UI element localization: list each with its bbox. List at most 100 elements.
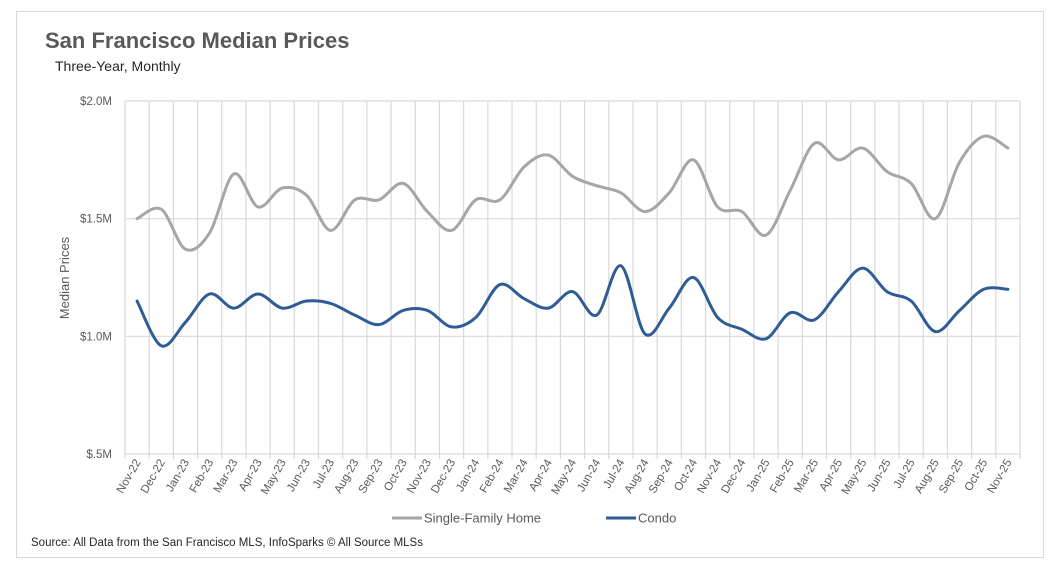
legend-item-condo: Condo bbox=[606, 511, 676, 526]
data-point bbox=[885, 170, 888, 173]
data-point bbox=[1006, 147, 1009, 150]
data-point bbox=[498, 283, 501, 286]
data-point bbox=[716, 205, 719, 208]
data-point bbox=[136, 217, 139, 220]
data-point bbox=[595, 314, 598, 317]
legend-item-single-family-home: Single-Family Home bbox=[392, 511, 541, 526]
data-point bbox=[523, 165, 526, 168]
data-point bbox=[982, 288, 985, 291]
data-point bbox=[281, 187, 284, 190]
data-point bbox=[885, 290, 888, 293]
x-tick-label: Jul-25 bbox=[892, 458, 918, 491]
data-point bbox=[547, 307, 550, 310]
data-point bbox=[329, 302, 332, 305]
data-point bbox=[837, 290, 840, 293]
data-point bbox=[305, 194, 308, 197]
data-point bbox=[377, 323, 380, 326]
data-point bbox=[402, 182, 405, 185]
data-point bbox=[861, 147, 864, 150]
data-point bbox=[740, 210, 743, 213]
data-point bbox=[619, 264, 622, 267]
data-point bbox=[910, 182, 913, 185]
gridlines bbox=[124, 100, 1021, 459]
data-point bbox=[232, 172, 235, 175]
data-point bbox=[765, 337, 768, 340]
data-point bbox=[765, 234, 768, 237]
x-tick-label: Dec-23 bbox=[429, 458, 458, 496]
data-point bbox=[426, 210, 429, 213]
data-point bbox=[644, 332, 647, 335]
data-point bbox=[619, 191, 622, 194]
chart-subtitle: Three-Year, Monthly bbox=[55, 58, 181, 74]
data-point bbox=[523, 297, 526, 300]
data-point bbox=[208, 292, 211, 295]
data-point bbox=[982, 135, 985, 138]
data-point bbox=[668, 191, 671, 194]
data-point bbox=[184, 321, 187, 324]
data-point bbox=[740, 328, 743, 331]
x-tick-label: Jul-24 bbox=[601, 457, 627, 491]
x-tick-label: Mar-24 bbox=[502, 457, 531, 495]
x-tick-label: Jun-23 bbox=[285, 458, 313, 494]
data-point bbox=[377, 198, 380, 201]
data-point bbox=[208, 231, 211, 234]
y-tick-label: $1.5M bbox=[80, 214, 112, 226]
data-point bbox=[474, 316, 477, 319]
x-tick-label: Sep-25 bbox=[937, 458, 966, 496]
data-point bbox=[571, 175, 574, 178]
x-tick-label: Jun-25 bbox=[866, 458, 894, 494]
data-point bbox=[353, 314, 356, 317]
data-point bbox=[305, 300, 308, 303]
data-point bbox=[136, 300, 139, 303]
x-tick-label: Nov-25 bbox=[986, 458, 1015, 496]
x-tick-label: Sep-24 bbox=[647, 457, 676, 496]
data-point bbox=[934, 217, 937, 220]
data-point bbox=[281, 307, 284, 310]
data-point bbox=[257, 292, 260, 295]
data-point bbox=[232, 307, 235, 310]
data-point bbox=[160, 344, 163, 347]
legend-label: Single-Family Home bbox=[424, 511, 541, 526]
legend: Single-Family Home Condo bbox=[392, 511, 676, 526]
series-line-single-family-home bbox=[135, 134, 1010, 252]
chart-card bbox=[16, 11, 1044, 558]
data-point bbox=[353, 198, 356, 201]
data-point bbox=[450, 325, 453, 328]
data-point bbox=[426, 309, 429, 312]
y-tick-label: $.5M bbox=[86, 449, 112, 461]
data-point bbox=[789, 311, 792, 314]
data-point bbox=[692, 158, 695, 161]
data-point bbox=[498, 198, 501, 201]
data-point bbox=[716, 316, 719, 319]
data-point bbox=[184, 248, 187, 251]
series-line-condo bbox=[135, 264, 1010, 348]
y-axis-label: Median Prices bbox=[57, 236, 72, 319]
data-point bbox=[692, 276, 695, 279]
data-point bbox=[257, 205, 260, 208]
y-tick-label: $1.0M bbox=[80, 331, 112, 343]
data-point bbox=[910, 300, 913, 303]
data-point bbox=[813, 142, 816, 145]
x-tick-label: Mar-25 bbox=[792, 458, 821, 496]
data-point bbox=[861, 267, 864, 270]
x-tick-label: Jul-23 bbox=[311, 458, 337, 491]
data-point bbox=[668, 307, 671, 310]
legend-label: Condo bbox=[638, 511, 676, 526]
x-tick-label: Mar-23 bbox=[212, 458, 241, 496]
y-axis-ticks: $.5M $1.0M $1.5M $2.0M bbox=[80, 96, 112, 461]
x-tick-label: Dec-22 bbox=[139, 458, 168, 496]
x-tick-label: Dec-24 bbox=[719, 457, 748, 496]
data-point bbox=[837, 158, 840, 161]
data-point bbox=[813, 318, 816, 321]
data-point bbox=[958, 309, 961, 312]
data-point bbox=[160, 208, 163, 211]
series-lines bbox=[135, 134, 1010, 348]
data-point bbox=[571, 290, 574, 293]
data-point bbox=[789, 189, 792, 192]
y-tick-label: $2.0M bbox=[80, 96, 112, 108]
chart-title: San Francisco Median Prices bbox=[45, 28, 350, 53]
x-tick-label: Jun-24 bbox=[575, 457, 603, 494]
data-point bbox=[934, 330, 937, 333]
data-point bbox=[450, 229, 453, 232]
